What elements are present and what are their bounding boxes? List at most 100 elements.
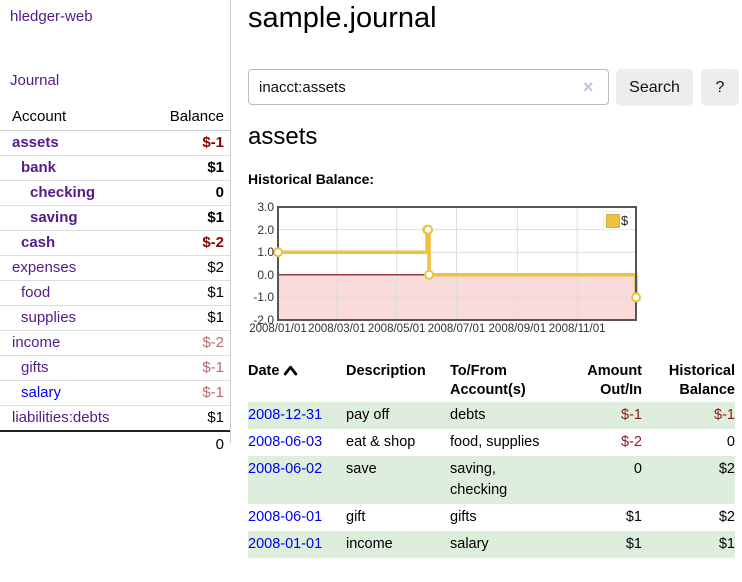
transaction-row: 2008-06-03 eat & shop food, supplies $-2 0 — [248, 429, 735, 456]
account-row: gifts $-1 — [0, 356, 230, 381]
account-balance: $-1 — [202, 384, 224, 401]
page-title: sample.journal — [248, 2, 437, 34]
account-row: assets $-1 — [0, 131, 230, 156]
help-button[interactable]: ? — [701, 69, 739, 106]
account-balance: $-1 — [202, 134, 224, 151]
transaction-row: 2008-06-01 gift gifts $1 $2 — [248, 504, 735, 531]
app-title-link[interactable]: hledger-web — [10, 8, 93, 25]
transaction-accounts: gifts — [450, 509, 477, 525]
x-axis-tick: 2008/09/01 — [488, 323, 547, 335]
account-balance: 0 — [215, 184, 224, 201]
account-link-supplies[interactable]: supplies — [21, 309, 77, 326]
column-header-description: Description — [346, 363, 426, 379]
accounts-total: 0 — [0, 430, 230, 457]
transaction-description: gift — [346, 509, 366, 525]
account-balance: $-1 — [202, 359, 224, 376]
account-link-bank[interactable]: bank — [21, 159, 57, 176]
account-link-income[interactable]: income — [12, 334, 61, 351]
account-link-cash[interactable]: cash — [21, 234, 56, 251]
transaction-amount: 0 — [633, 461, 642, 477]
transaction-date-link[interactable]: 2008-06-01 — [248, 509, 323, 525]
transactions-body: 2008-12-31 pay off debts $-1 $-1 2008-06-03 ea… — [248, 402, 735, 558]
chart-legend: $ — [603, 211, 632, 230]
transaction-date-link[interactable]: 2008-12-31 — [248, 407, 323, 423]
account-row: liabilities:debts $1 — [0, 406, 230, 430]
column-header-accounts: To/From Account(s) — [450, 363, 526, 398]
column-header-amount: Amount Out/In — [587, 363, 642, 398]
account-row: saving $1 — [0, 206, 230, 231]
account-balance: $-2 — [202, 234, 224, 251]
column-header-date: Date — [248, 360, 346, 402]
search-input[interactable] — [248, 69, 609, 105]
chart-title: Historical Balance: — [248, 171, 375, 187]
transaction-description: income — [346, 536, 393, 552]
x-axis-tick: 2008/01/01 — [249, 323, 307, 335]
accounts-table-body: assets $-1 bank $1 checking 0 saving $1 cash $-2 e… — [0, 131, 230, 430]
account-link-checking[interactable]: checking — [30, 184, 96, 201]
transaction-amount: $1 — [625, 509, 642, 525]
transaction-balance: $1 — [718, 536, 735, 552]
search-form: × Search ? — [248, 69, 742, 106]
account-link-gifts[interactable]: gifts — [21, 359, 49, 376]
transaction-balance: 0 — [726, 434, 735, 450]
transaction-row: 2008-01-01 income salary $1 $1 — [248, 531, 735, 558]
search-button[interactable]: Search — [616, 69, 693, 106]
transactions-table: Date Description To/From Account(s) Amou… — [248, 360, 735, 558]
sidebar-item-journal[interactable]: Journal — [10, 72, 60, 89]
transaction-description: save — [346, 461, 377, 477]
sort-ascending-icon — [284, 365, 298, 376]
transaction-date-link[interactable]: 2008-06-03 — [248, 434, 323, 450]
account-balance: $-2 — [202, 334, 224, 351]
transaction-date-link[interactable]: 2008-06-02 — [248, 461, 323, 477]
transaction-description: eat & shop — [346, 434, 416, 450]
y-axis-tick: 1.0 — [257, 245, 274, 260]
y-axis-tick: 3.0 — [257, 200, 274, 214]
transaction-accounts: food, supplies — [450, 434, 540, 450]
account-row: expenses $2 — [0, 256, 230, 281]
account-row: salary $-1 — [0, 381, 230, 406]
x-axis-tick: 2008/11/01 — [548, 323, 606, 335]
transaction-amount: $1 — [625, 536, 642, 552]
account-link-expenses[interactable]: expenses — [12, 259, 77, 276]
account-link-food[interactable]: food — [21, 284, 51, 301]
account-balance: $1 — [207, 209, 224, 226]
account-balance: $1 — [207, 309, 224, 326]
y-axis-tick: -2.0 — [253, 313, 274, 327]
transaction-description: pay off — [346, 407, 390, 423]
y-axis-tick: -1.0 — [253, 290, 274, 305]
y-axis-tick: 0.0 — [257, 267, 274, 282]
transaction-accounts: debts — [450, 407, 486, 423]
transaction-row: 2008-06-02 save saving, checking 0 $2 — [248, 456, 735, 504]
account-row: supplies $1 — [0, 306, 230, 331]
transaction-accounts: salary — [450, 536, 489, 552]
account-balance: $2 — [207, 259, 224, 276]
account-row: checking 0 — [0, 181, 230, 206]
account-balance: $1 — [207, 409, 224, 426]
chart-plot — [273, 206, 641, 321]
transaction-date-link[interactable]: 2008-01-01 — [248, 536, 323, 552]
legend-series-label: $ — [621, 213, 629, 228]
account-row: bank $1 — [0, 156, 230, 181]
account-balance: $1 — [207, 284, 224, 301]
y-axis-tick: 2.0 — [257, 222, 274, 237]
account-link-salary[interactable]: salary — [21, 384, 62, 401]
accounts-header-account: Account — [12, 108, 67, 125]
account-heading: assets — [248, 123, 318, 150]
account-link-assets[interactable]: assets — [12, 134, 59, 151]
transaction-balance: $2 — [718, 509, 735, 525]
accounts-table-header: Account Balance — [0, 104, 230, 131]
transaction-accounts: saving, checking — [450, 461, 508, 498]
transaction-amount: $-1 — [621, 407, 642, 423]
transactions-header-row: Date Description To/From Account(s) Amou… — [248, 360, 735, 402]
transaction-balance: $2 — [718, 461, 735, 477]
clear-search-icon[interactable]: × — [583, 77, 594, 97]
historical-balance-chart: $ 3.0 2.0 1.0 0.0 -1.0 -2.0 2008/01/01 2008/03/… — [248, 200, 742, 345]
transaction-balance: $-1 — [714, 407, 735, 423]
main-content: sample.journal × Search ? assets Histori… — [248, 0, 742, 582]
sidebar: hledger-web Journal Account Balance asse… — [0, 0, 231, 453]
account-link-saving[interactable]: saving — [30, 209, 78, 226]
accounts-table: Account Balance assets $-1 bank $1 checking 0… — [0, 104, 230, 457]
x-axis-tick: 2008/05/01 — [367, 323, 426, 335]
account-link-liabilities-debts[interactable]: liabilities:debts — [12, 409, 110, 426]
